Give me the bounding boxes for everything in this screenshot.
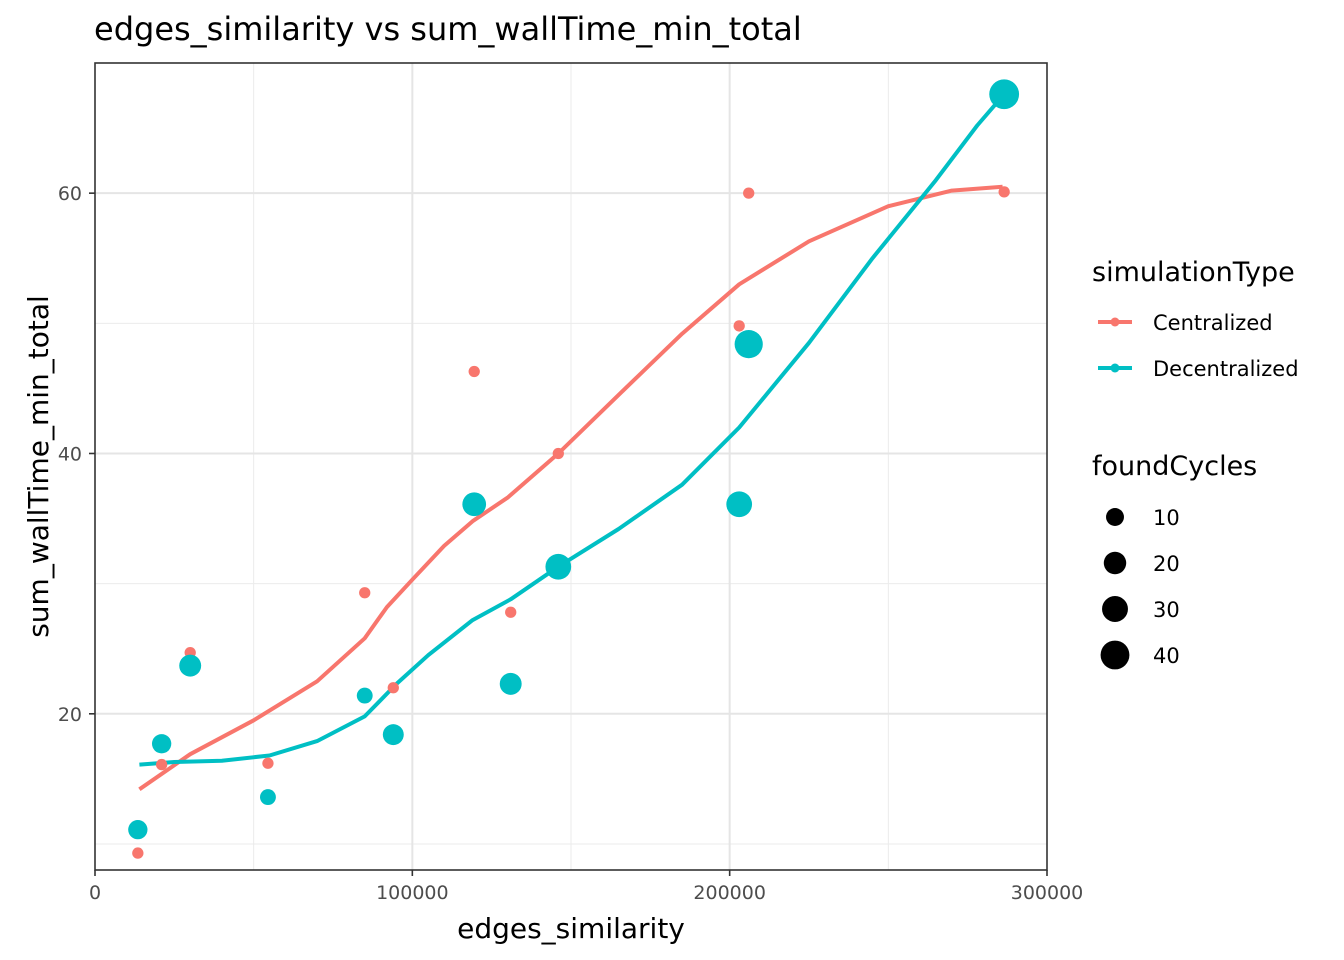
data-point-decentralized	[726, 491, 753, 518]
data-point-decentralized	[260, 789, 276, 806]
size-legend-label: 40	[1153, 644, 1180, 668]
legend-label-decentralized: Decentralized	[1153, 357, 1299, 381]
size-legend-key	[1103, 551, 1127, 575]
x-tick-label: 200000	[693, 882, 766, 904]
y-axis: 20 40 60	[58, 183, 95, 726]
color-legend-title: simulationType	[1092, 257, 1295, 288]
y-axis-title: sum_wallTime_min_total	[22, 295, 55, 638]
x-axis-title: edges_similarity	[457, 912, 685, 945]
data-point-centralized	[743, 187, 755, 199]
size-legend-label: 10	[1153, 506, 1180, 530]
data-point-centralized	[505, 606, 517, 618]
y-tick-label: 20	[58, 704, 82, 726]
chart-title: edges_similarity vs sum_wallTime_min_tot…	[94, 10, 802, 48]
size-legend-key	[1106, 508, 1124, 526]
data-point-centralized	[998, 186, 1010, 198]
data-point-decentralized	[499, 672, 522, 695]
size-legend-label: 20	[1153, 552, 1180, 576]
data-point-decentralized	[545, 553, 572, 580]
size-legend-key	[1100, 640, 1130, 670]
data-point-centralized	[387, 682, 399, 694]
data-point-centralized	[132, 847, 144, 859]
size-legend-label: 30	[1153, 598, 1180, 622]
minor-gridlines	[95, 63, 1047, 870]
legend-key-point	[1110, 317, 1120, 327]
data-point-decentralized	[128, 820, 148, 840]
data-points	[128, 79, 1020, 859]
data-point-decentralized	[382, 724, 404, 746]
legend-key-point	[1110, 363, 1120, 373]
data-point-centralized	[359, 587, 371, 599]
data-point-centralized	[552, 447, 564, 460]
data-point-centralized	[733, 320, 745, 332]
data-point-centralized	[262, 757, 274, 769]
size-legend: foundCycles 10 20 30 40	[1092, 451, 1257, 670]
color-legend: simulationType Centralized Decentralized	[1092, 257, 1299, 381]
smooth-line-centralized	[138, 184, 1003, 791]
data-point-centralized	[468, 365, 480, 378]
data-point-decentralized	[462, 492, 487, 517]
data-point-decentralized	[989, 79, 1020, 110]
data-point-centralized	[155, 758, 168, 771]
legend-label-centralized: Centralized	[1153, 311, 1273, 335]
x-axis: 0 100000 200000 300000	[89, 870, 1083, 904]
x-tick-label: 100000	[376, 882, 449, 904]
x-tick-label: 0	[89, 882, 101, 904]
x-tick-label: 300000	[1011, 882, 1084, 904]
data-point-decentralized	[151, 734, 172, 754]
major-gridlines	[95, 63, 1047, 870]
data-point-decentralized	[179, 654, 202, 677]
data-point-decentralized	[734, 330, 763, 359]
y-tick-label: 40	[58, 443, 82, 465]
plot-border	[94, 62, 1048, 871]
smooth-line-decentralized	[139, 92, 1006, 767]
smooth-lines	[138, 92, 1006, 791]
size-legend-key	[1102, 596, 1128, 622]
size-legend-title: foundCycles	[1092, 451, 1257, 482]
y-tick-label: 60	[58, 183, 82, 205]
data-point-decentralized	[356, 687, 373, 704]
